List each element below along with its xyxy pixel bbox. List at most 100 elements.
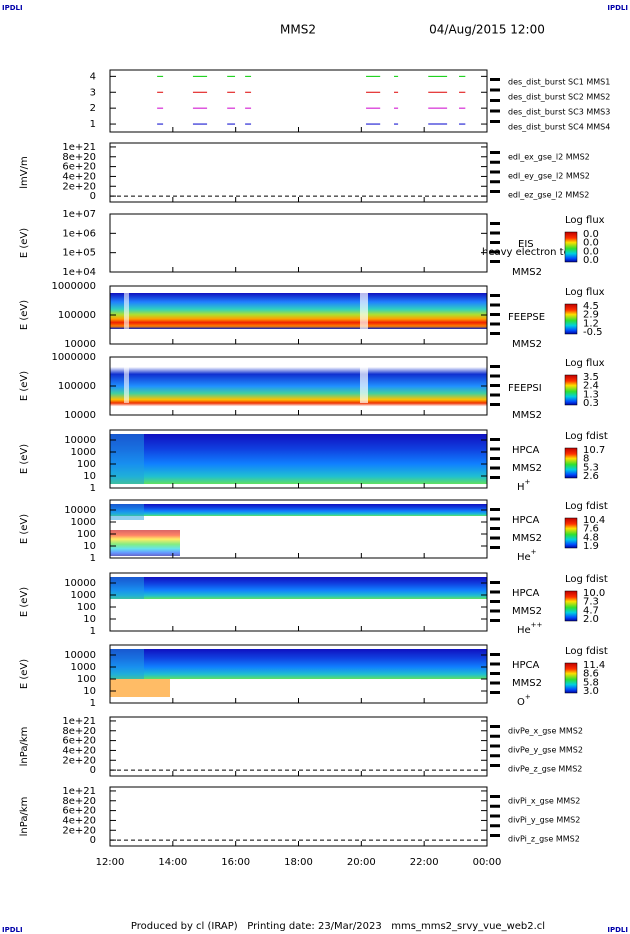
edge-mark: [490, 527, 500, 530]
panel-label: HPCA: [512, 515, 540, 526]
y-tick-label: 2e+20: [62, 755, 96, 766]
colorbar-title: Log flux: [565, 287, 605, 298]
x-tick-label: 12:00: [96, 857, 125, 868]
edge-mark: [490, 403, 500, 406]
edge-mark: [490, 322, 500, 326]
colorbar-tick-label: 10.0: [583, 588, 605, 599]
colorbar-tick-label: 2.6: [583, 471, 599, 482]
legend-entry: des_dist_burst SC1 MMS1: [508, 78, 610, 87]
edge-mark: [490, 662, 500, 666]
spectrogram-gap: [124, 292, 129, 332]
legend-entry: divPi_z_gse MMS2: [508, 835, 580, 844]
edge-mark: [490, 619, 500, 622]
legend-entry: edl_ez_gse_l2 MMS2: [508, 191, 589, 200]
spectrogram: [110, 679, 170, 697]
y-tick-label: 1e+21: [62, 716, 96, 727]
y-tick-label: 1e+21: [62, 786, 96, 797]
species: H: [517, 482, 525, 493]
colorbar: [564, 662, 578, 694]
y-tick-label: 100000: [58, 381, 96, 392]
y-tick-label: 100: [77, 529, 96, 540]
colorbar-title: Log flux: [565, 215, 605, 226]
title: MMS2: [280, 23, 316, 37]
species: He: [517, 625, 531, 636]
y-tick-label: 100: [77, 674, 96, 685]
colorbar-tick-label: 7.3: [583, 597, 599, 608]
spectrogram-gap: [360, 363, 368, 403]
spectrogram: [110, 577, 144, 599]
spectrogram: [110, 504, 144, 520]
y-tick-label: 2e+20: [62, 181, 96, 192]
y-tick-label: 0: [90, 191, 96, 202]
datetime: 04/Aug/2015 12:00: [429, 23, 545, 37]
y-tick-label: 10000: [64, 339, 96, 350]
y-tick-label: 1e+04: [62, 267, 96, 278]
edge-mark: [490, 824, 500, 828]
y-tick-label: 1000: [71, 447, 96, 458]
colorbar-tick-label: 7.6: [583, 524, 599, 535]
edge-mark: [490, 231, 500, 235]
edge-mark: [490, 160, 500, 164]
colorbar-title: Log fdist: [565, 574, 608, 585]
colorbar-tick-label: 1.9: [583, 541, 599, 552]
y-tick-label: 1000000: [51, 281, 96, 292]
colorbar-tick-label: 3.0: [583, 686, 599, 697]
species: O: [517, 697, 525, 708]
legend-entry: edl_ex_gse_l2 MMS2: [508, 153, 590, 162]
edge-mark: [490, 734, 500, 738]
y-axis-label: E (eV): [19, 371, 30, 401]
y-tick-label: 8e+20: [62, 152, 96, 163]
legend-entry: des_dist_burst SC3 MMS3: [508, 108, 610, 117]
colorbar: [564, 590, 578, 622]
y-axis-label: E (eV): [19, 444, 30, 474]
panel-label: FEEPSE: [508, 312, 545, 323]
colorbar-title: Log fdist: [565, 646, 608, 657]
legend-entry: edl_ey_gse_l2 MMS2: [508, 172, 590, 181]
edge-mark: [490, 581, 500, 584]
colorbar-tick-label: 3.5: [583, 372, 599, 383]
y-axis-label: E (eV): [19, 514, 30, 544]
edge-mark: [490, 466, 500, 470]
y-axis-label: E (eV): [19, 659, 30, 689]
panel-frame: [109, 213, 488, 273]
spectrogram: [110, 434, 487, 484]
edge-mark: [490, 222, 500, 225]
x-tick-label: 18:00: [284, 857, 313, 868]
edge-mark: [490, 260, 500, 263]
y-tick-label: 10: [83, 614, 96, 625]
edge-mark: [490, 457, 500, 460]
edge-mark: [490, 600, 500, 603]
colorbar: [564, 374, 578, 406]
edge-mark: [490, 170, 500, 174]
logo: IPDLI: [2, 926, 23, 934]
y-tick-label: 4e+20: [62, 745, 96, 756]
edge-mark: [490, 744, 500, 748]
y-tick-label: 1e+07: [62, 209, 96, 220]
colorbar-tick-label: 0.0: [583, 229, 599, 240]
edge-mark: [490, 447, 500, 451]
panel-frame: [109, 142, 488, 203]
edge-mark: [490, 609, 500, 613]
spectrogram: [110, 649, 144, 679]
y-tick-label: 6e+20: [62, 806, 96, 817]
footer: Produced by cl (IRAP) Printing date: 23/…: [131, 921, 545, 932]
panel-label: MMS2: [512, 463, 542, 474]
edge-mark: [490, 681, 500, 685]
y-axis-label: lmV/m: [19, 156, 30, 188]
edge-mark: [490, 99, 500, 102]
edge-mark: [490, 725, 500, 728]
colorbar: [564, 517, 578, 549]
y-tick-label: 1e+05: [62, 248, 96, 259]
panel-frame: [109, 69, 488, 133]
edge-mark: [490, 374, 500, 378]
x-tick-label: 22:00: [410, 857, 439, 868]
y-tick-label: 4: [90, 71, 96, 82]
edge-mark: [490, 241, 500, 244]
y-tick-label: 10: [83, 471, 96, 482]
edge-mark: [490, 590, 500, 594]
colorbar-tick-label: 2.0: [583, 614, 599, 625]
colorbar-tick-label: 0.3: [583, 398, 599, 409]
legend-entry: divPi_y_gse MMS2: [508, 816, 580, 825]
spectrogram: [110, 530, 180, 556]
colorbar-tick-label: 1.3: [583, 389, 599, 400]
